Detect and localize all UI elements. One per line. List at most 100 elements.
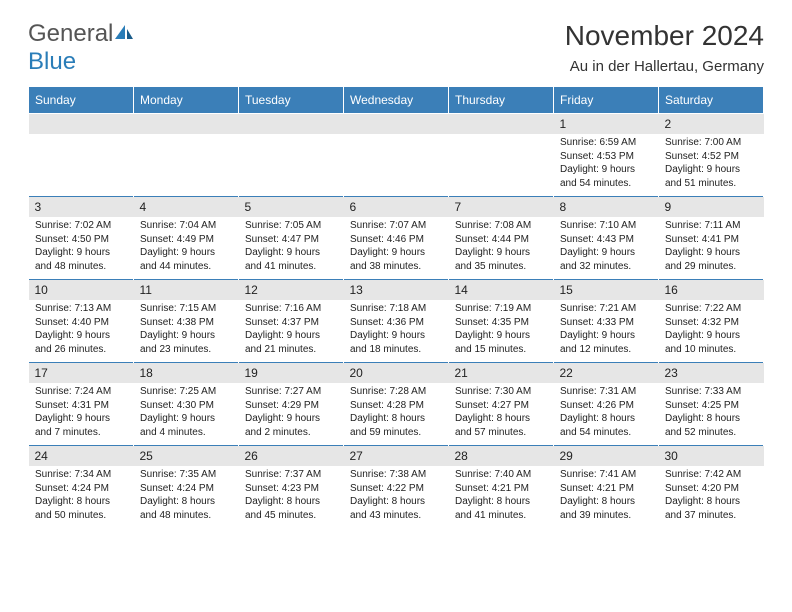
day-body xyxy=(29,134,133,196)
day-body: Sunrise: 7:22 AMSunset: 4:32 PMDaylight:… xyxy=(659,300,763,362)
sunrise-line: Sunrise: 7:25 AM xyxy=(140,386,216,397)
day-number: 29 xyxy=(554,446,659,467)
day-cell: Sunrise: 7:22 AMSunset: 4:32 PMDaylight:… xyxy=(659,300,764,363)
day-number: 28 xyxy=(449,446,554,467)
sunset-line: Sunset: 4:21 PM xyxy=(560,483,634,494)
day-number: 20 xyxy=(344,363,449,384)
day-number xyxy=(29,114,134,135)
sunrise-line: Sunrise: 7:08 AM xyxy=(455,220,531,231)
daylight-line: Daylight: 8 hours and 37 minutes. xyxy=(665,496,740,521)
sunrise-line: Sunrise: 7:02 AM xyxy=(35,220,111,231)
sunrise-line: Sunrise: 7:38 AM xyxy=(350,469,426,480)
day-number: 18 xyxy=(134,363,239,384)
day-body: Sunrise: 7:07 AMSunset: 4:46 PMDaylight:… xyxy=(344,217,448,279)
daylight-line: Daylight: 9 hours and 48 minutes. xyxy=(35,247,110,272)
daylight-line: Daylight: 9 hours and 51 minutes. xyxy=(665,164,740,189)
day-number xyxy=(239,114,344,135)
day-body: Sunrise: 7:04 AM Sunset: 4:49 PM Daylight:… xyxy=(134,217,238,279)
day-number: 3 xyxy=(29,197,134,218)
sunset-line: Sunset: 4:46 PM xyxy=(350,234,424,245)
day-number: 17 xyxy=(29,363,134,384)
day-body xyxy=(344,134,448,196)
sunset-line: Sunset: 4:43 PM xyxy=(560,234,634,245)
sunrise-line: Sunrise: 7:33 AM xyxy=(665,386,741,397)
sunrise-line: Sunrise: 7:27 AM xyxy=(245,386,321,397)
sunrise-line: Sunrise: 7:42 AM xyxy=(665,469,741,480)
sunrise-line: Sunrise: 7:10 AM xyxy=(560,220,636,231)
day-cell: Sunrise: 7:34 AMSunset: 4:24 PMDaylight:… xyxy=(29,466,134,528)
day-body: Sunrise: 7:40 AMSunset: 4:21 PMDaylight:… xyxy=(449,466,553,528)
sunrise-line: Sunrise: 7:22 AM xyxy=(665,303,741,314)
sunrise-line: Sunrise: 7:19 AM xyxy=(455,303,531,314)
day-number: 22 xyxy=(554,363,659,384)
week-body-row: Sunrise: 7:24 AMSunset: 4:31 PMDaylight:… xyxy=(29,383,764,446)
daylight-line: Daylight: 9 hours and 26 minutes. xyxy=(35,330,110,355)
daylight-line: Daylight: 9 hours and 15 minutes. xyxy=(455,330,530,355)
sunrise-line: Sunrise: 7:00 AM xyxy=(665,137,741,148)
day-number: 30 xyxy=(659,446,764,467)
day-body: Sunrise: 7:02 AMSunset: 4:50 PMDaylight:… xyxy=(29,217,133,279)
sunrise-line: Sunrise: 7:18 AM xyxy=(350,303,426,314)
sunrise-line: Sunrise: 7:35 AM xyxy=(140,469,216,480)
day-cell: Sunrise: 7:24 AMSunset: 4:31 PMDaylight:… xyxy=(29,383,134,446)
day-number: 11 xyxy=(134,280,239,301)
calendar-table: Sunday Monday Tuesday Wednesday Thursday… xyxy=(28,86,764,528)
daylight-line: Daylight: 8 hours and 41 minutes. xyxy=(455,496,530,521)
day-cell: Sunrise: 7:15 AMSunset: 4:38 PMDaylight:… xyxy=(134,300,239,363)
day-body: Sunrise: 6:59 AMSunset: 4:53 PMDaylight:… xyxy=(554,134,658,196)
sunset-line: Sunset: 4:20 PM xyxy=(665,483,739,494)
day-number: 21 xyxy=(449,363,554,384)
day-body: Sunrise: 7:08 AMSunset: 4:44 PMDaylight:… xyxy=(449,217,553,279)
daylight-line: Daylight: 9 hours and 23 minutes. xyxy=(140,330,215,355)
sunrise-line: Sunrise: 7:28 AM xyxy=(350,386,426,397)
title-block: November 2024 Au in der Hallertau, Germa… xyxy=(565,20,764,75)
day-body: Sunrise: 7:28 AMSunset: 4:28 PMDaylight:… xyxy=(344,383,448,445)
day-body: Sunrise: 7:30 AMSunset: 4:27 PMDaylight:… xyxy=(449,383,553,445)
day-body: Sunrise: 7:21 AMSunset: 4:33 PMDaylight:… xyxy=(554,300,658,362)
week-num-row: 24252627282930 xyxy=(29,446,764,467)
sunrise-line: Sunrise: 7:04 AM xyxy=(140,220,216,231)
day-cell: Sunrise: 7:08 AMSunset: 4:44 PMDaylight:… xyxy=(449,217,554,280)
day-cell: Sunrise: 7:13 AMSunset: 4:40 PMDaylight:… xyxy=(29,300,134,363)
day-cell: Sunrise: 7:19 AMSunset: 4:35 PMDaylight:… xyxy=(449,300,554,363)
daylight-line: Daylight: 8 hours and 57 minutes. xyxy=(455,413,530,438)
day-cell xyxy=(29,134,134,197)
sunset-line: Sunset: 4:33 PM xyxy=(560,317,634,328)
logo-sail-icon xyxy=(113,20,135,48)
day-cell: Sunrise: 7:42 AM Sunset: 4:20 PM Daylight:… xyxy=(659,466,764,528)
daylight-line: Daylight: 9 hours and 35 minutes. xyxy=(455,247,530,272)
sunset-line: Sunset: 4:31 PM xyxy=(35,400,109,411)
day-cell: Sunrise: 7:25 AMSunset: 4:30 PMDaylight:… xyxy=(134,383,239,446)
day-cell: Sunrise: 7:02 AMSunset: 4:50 PMDaylight:… xyxy=(29,217,134,280)
day-cell: Sunrise: 7:07 AMSunset: 4:46 PMDaylight:… xyxy=(344,217,449,280)
day-cell: Sunrise: 7:30 AMSunset: 4:27 PMDaylight:… xyxy=(449,383,554,446)
sunrise-line: Sunrise: 7:41 AM xyxy=(560,469,636,480)
day-body: Sunrise: 7:24 AMSunset: 4:31 PMDaylight:… xyxy=(29,383,133,445)
sunset-line: Sunset: 4:40 PM xyxy=(35,317,109,328)
sunrise-line: Sunrise: 7:34 AM xyxy=(35,469,111,480)
day-number: 5 xyxy=(239,197,344,218)
day-number: 12 xyxy=(239,280,344,301)
day-cell: Sunrise: 7:35 AMSunset: 4:24 PMDaylight:… xyxy=(134,466,239,528)
day-cell xyxy=(134,134,239,197)
sunset-line: Sunset: 4:49 PM xyxy=(140,234,214,245)
week-num-row: 12 xyxy=(29,114,764,135)
day-body: Sunrise: 7:33 AMSunset: 4:25 PMDaylight:… xyxy=(659,383,763,445)
day-number: 7 xyxy=(449,197,554,218)
day-body: Sunrise: 7:00 AM Sunset: 4:52 PM Daylight:… xyxy=(659,134,763,196)
location: Au in der Hallertau, Germany xyxy=(565,58,764,75)
day-body: Sunrise: 7:10 AMSunset: 4:43 PMDaylight:… xyxy=(554,217,658,279)
day-cell: Sunrise: 7:16 AMSunset: 4:37 PMDaylight:… xyxy=(239,300,344,363)
day-body: Sunrise: 7:38 AMSunset: 4:22 PMDaylight:… xyxy=(344,466,448,528)
day-body: Sunrise: 7:35 AMSunset: 4:24 PMDaylight:… xyxy=(134,466,238,528)
day-cell: Sunrise: 7:28 AMSunset: 4:28 PMDaylight:… xyxy=(344,383,449,446)
sunset-line: Sunset: 4:52 PM xyxy=(665,151,739,162)
day-header-row: Sunday Monday Tuesday Wednesday Thursday… xyxy=(29,87,764,114)
daylight-line: Daylight: 8 hours and 59 minutes. xyxy=(350,413,425,438)
daylight-line: Daylight: 8 hours and 48 minutes. xyxy=(140,496,215,521)
day-body: Sunrise: 7:05 AMSunset: 4:47 PMDaylight:… xyxy=(239,217,343,279)
daylight-line: Daylight: 9 hours and 44 minutes. xyxy=(140,247,215,272)
sunrise-line: Sunrise: 7:21 AM xyxy=(560,303,636,314)
day-body xyxy=(239,134,343,196)
day-number: 13 xyxy=(344,280,449,301)
